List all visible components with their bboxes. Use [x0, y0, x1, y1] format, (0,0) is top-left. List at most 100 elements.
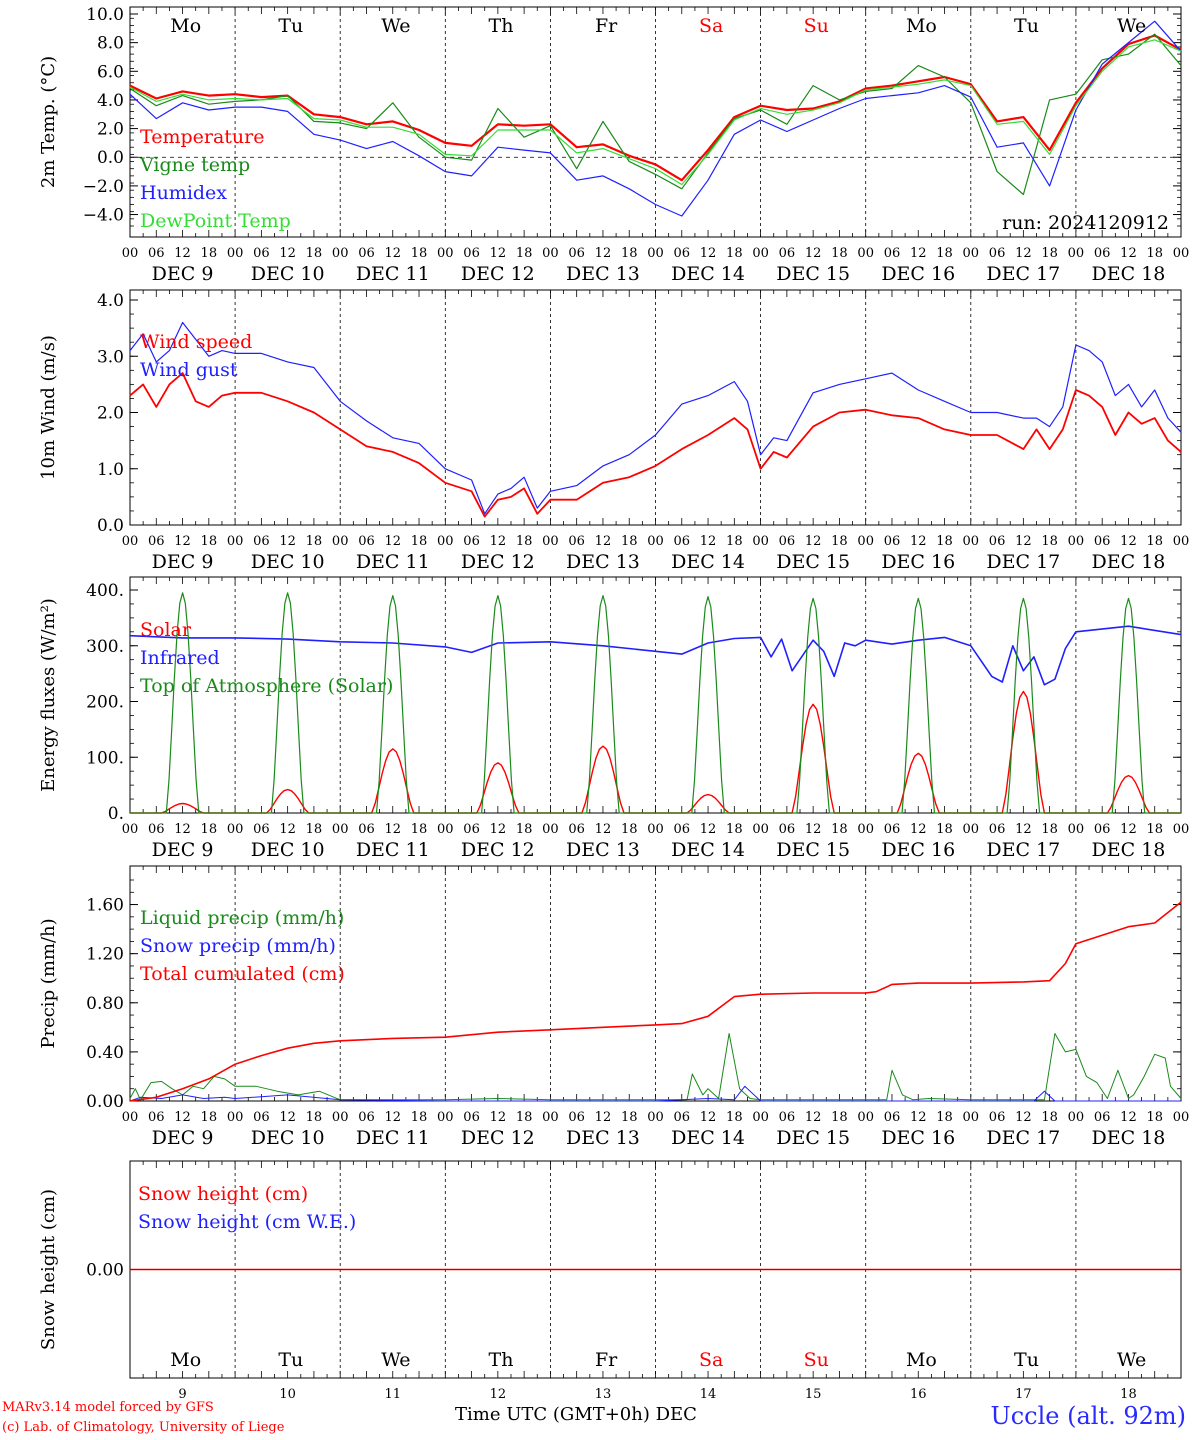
- hour-tick-label: 00: [752, 1110, 769, 1125]
- day-number-label: 14: [700, 1387, 717, 1402]
- date-label: DEC 10: [251, 1127, 325, 1149]
- y-tick-label: 0.80: [86, 994, 124, 1014]
- hour-tick-label: 00: [332, 534, 349, 549]
- hour-tick-label: 12: [279, 246, 296, 261]
- weekday-label: Mo: [170, 1349, 201, 1371]
- hour-tick-label: 00: [647, 1110, 664, 1125]
- weekday-label: Mo: [170, 15, 201, 37]
- hour-tick-label: 12: [1120, 246, 1137, 261]
- hour-tick-label: 18: [306, 246, 323, 261]
- x-axis-month: DEC: [655, 1404, 697, 1425]
- date-label: DEC 14: [671, 263, 745, 285]
- legend-entry: Infrared: [140, 647, 220, 669]
- hour-tick-label: 00: [647, 822, 664, 837]
- y-tick-label: 4.0: [97, 291, 124, 311]
- hour-tick-label: 06: [463, 822, 480, 837]
- hour-tick-label: 00: [437, 1110, 454, 1125]
- station-label: Uccle (alt. 92m): [990, 1402, 1186, 1430]
- hour-tick-label: 06: [358, 246, 375, 261]
- hour-tick-label: 18: [411, 534, 428, 549]
- hour-tick-label: 00: [647, 534, 664, 549]
- date-label: DEC 13: [566, 551, 640, 573]
- weekday-label: Tu: [278, 1349, 303, 1371]
- date-label: DEC 15: [776, 839, 850, 861]
- hour-tick-label: 18: [516, 1110, 533, 1125]
- weekday-label: Tu: [1014, 15, 1039, 37]
- hour-tick-label: 00: [332, 246, 349, 261]
- hour-tick-label: 06: [779, 822, 796, 837]
- hour-tick-label: 12: [805, 1110, 822, 1125]
- legend-entry: DewPoint Temp: [140, 210, 291, 232]
- hour-tick-label: 06: [884, 822, 901, 837]
- legend-entry: Snow precip (mm/h): [140, 935, 336, 957]
- date-label: DEC 9: [152, 551, 214, 573]
- series-line: [129, 20, 1182, 217]
- hour-tick-label: 06: [989, 1110, 1006, 1125]
- hour-tick-label: 00: [542, 1110, 559, 1125]
- run-label: run: 2024120912: [1002, 212, 1169, 234]
- hour-tick-label: 06: [674, 822, 691, 837]
- date-label: DEC 12: [461, 839, 535, 861]
- hour-tick-label: 00: [437, 534, 454, 549]
- hour-tick-label: 18: [621, 822, 638, 837]
- hour-tick-label: 00: [542, 246, 559, 261]
- panel-snow: 0.00 Snow height (cm) Snow height (cm) Snow…: [38, 1160, 1182, 1379]
- hour-tick-label: 06: [148, 822, 165, 837]
- hour-tick-label: 00: [752, 534, 769, 549]
- hour-tick-label: 18: [516, 246, 533, 261]
- y-tick-label: 2.0: [97, 120, 124, 140]
- series-line: [129, 372, 1182, 518]
- date-label: DEC 11: [356, 839, 430, 861]
- hour-tick-label: 18: [726, 822, 743, 837]
- weekday-label: Fr: [595, 1349, 618, 1371]
- y-tick-label: 200.: [86, 693, 124, 713]
- hour-tick-label: 12: [174, 1110, 191, 1125]
- hour-tick-label: 00: [437, 246, 454, 261]
- weekday-label: Sa: [699, 15, 723, 37]
- legend-entry: Temperature: [140, 126, 264, 148]
- y-tick-label: 0.40: [86, 1043, 124, 1063]
- date-label: DEC 9: [152, 263, 214, 285]
- day-number-label: 16: [910, 1387, 927, 1402]
- hour-tick-label: 00: [227, 822, 244, 837]
- weekday-label: Tu: [1014, 1349, 1039, 1371]
- hour-tick-label: 06: [358, 1110, 375, 1125]
- y-axis-label: Snow height (cm): [38, 1189, 59, 1350]
- weekday-label: We: [381, 15, 410, 37]
- hour-tick-label: 06: [253, 534, 270, 549]
- date-label: DEC 13: [566, 1127, 640, 1149]
- x-axis-label: Time UTC (GMT+0h): [455, 1404, 650, 1425]
- legend-entry: Snow height (cm): [138, 1183, 308, 1205]
- hour-tick-label: 12: [1120, 1110, 1137, 1125]
- hour-tick-label: 00: [122, 1110, 139, 1125]
- legend-entry: Liquid precip (mm/h): [140, 907, 344, 929]
- date-label: DEC 18: [1092, 551, 1166, 573]
- hour-tick-label: 18: [411, 822, 428, 837]
- y-tick-label: 0.0: [97, 148, 124, 168]
- hour-tick-label: 12: [700, 822, 717, 837]
- hour-tick-label: 18: [306, 1110, 323, 1125]
- date-label: DEC 15: [776, 263, 850, 285]
- hour-tick-label: 18: [726, 534, 743, 549]
- hour-tick-label: 00: [1068, 534, 1085, 549]
- hour-tick-label: 18: [306, 534, 323, 549]
- hour-tick-label: 06: [989, 822, 1006, 837]
- hour-tick-label: 18: [1146, 1110, 1163, 1125]
- hour-tick-label: 12: [490, 1110, 507, 1125]
- day-number-label: 10: [279, 1387, 296, 1402]
- y-axis-label: Energy fluxes (W/m²): [38, 598, 59, 792]
- y-tick-label: −4.0: [83, 206, 124, 226]
- series-line: [129, 625, 1182, 686]
- hour-tick-label: 18: [201, 534, 218, 549]
- hour-tick-label: 12: [384, 534, 401, 549]
- hour-tick-label: 18: [306, 822, 323, 837]
- weekday-label: Tu: [278, 15, 303, 37]
- hour-tick-label: 06: [148, 534, 165, 549]
- hour-tick-label: 06: [779, 1110, 796, 1125]
- weekday-label: Fr: [595, 15, 618, 37]
- hour-tick-label: 00: [963, 1110, 980, 1125]
- hour-tick-label: 06: [674, 534, 691, 549]
- hour-tick-label: 12: [700, 534, 717, 549]
- hour-tick-label: 06: [884, 1110, 901, 1125]
- hour-tick-label: 18: [936, 534, 953, 549]
